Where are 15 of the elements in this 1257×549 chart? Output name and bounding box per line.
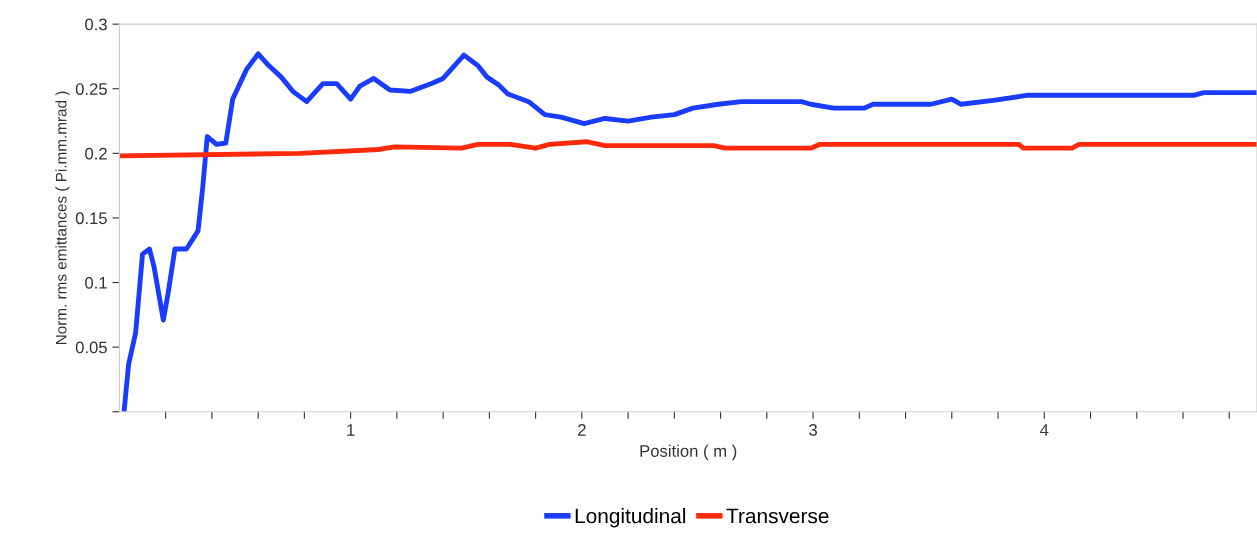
x-tick-label: 4 bbox=[1040, 424, 1049, 436]
legend-label: Transverse bbox=[726, 508, 829, 524]
legend-label: Longitudinal bbox=[575, 508, 686, 528]
y-tick-label: 0.2 bbox=[85, 147, 107, 160]
x-tick-label: 2 bbox=[578, 424, 586, 436]
line-series bbox=[119, 139, 1257, 159]
y-tick-label: 0.05 bbox=[75, 341, 107, 354]
y-axis-title: Norm. rms emittances ( Pi.mm.mrad ) bbox=[55, 91, 70, 345]
x-tick-label: 1 bbox=[347, 424, 355, 436]
y-tick-label: 0.1 bbox=[85, 276, 107, 289]
y-tick-label: 0.25 bbox=[75, 83, 107, 95]
y-tick-label: 0.15 bbox=[75, 212, 107, 225]
y-tick-label: 0.3 bbox=[85, 18, 107, 31]
x-tick-label: 3 bbox=[809, 424, 817, 436]
x-axis-title: Position ( m ) bbox=[640, 444, 737, 461]
